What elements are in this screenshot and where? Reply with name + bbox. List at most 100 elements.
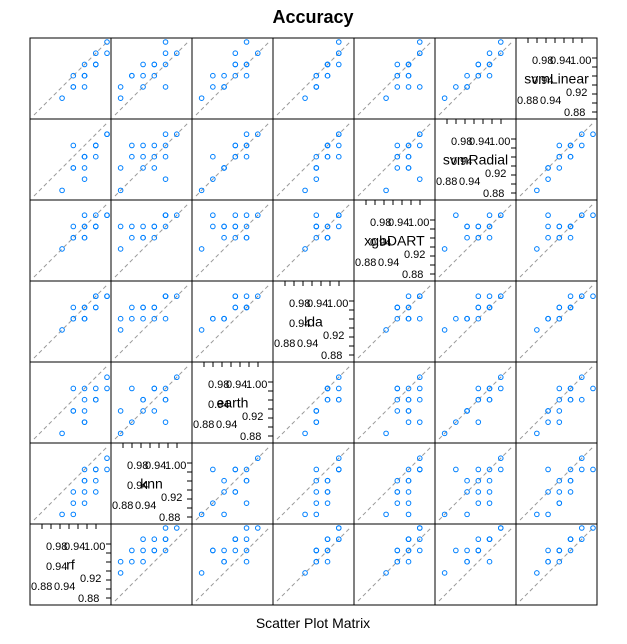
data-point: [313, 466, 320, 473]
data-point: [117, 95, 124, 101]
data-point: [486, 50, 493, 57]
data-point: [324, 558, 331, 565]
data-point: [556, 500, 563, 506]
panel-frame: [515, 523, 598, 606]
data-point: [464, 489, 470, 495]
reference-line: [114, 41, 189, 116]
data-point: [70, 315, 77, 322]
data-point: [151, 72, 158, 79]
panel-6-4: [353, 523, 436, 606]
reference-line: [276, 365, 351, 440]
data-point: [313, 165, 320, 171]
data-point: [221, 84, 227, 90]
tick-label: 0.94: [388, 217, 409, 229]
data-point: [405, 61, 412, 68]
data-point: [59, 95, 65, 101]
reference-line: [276, 446, 351, 521]
data-point: [151, 142, 158, 149]
data-point: [70, 304, 77, 311]
data-point: [567, 385, 574, 392]
data-point: [151, 153, 158, 160]
data-point: [441, 95, 448, 101]
data-point: [117, 558, 124, 565]
data-point: [59, 327, 65, 333]
data-point: [394, 84, 401, 90]
data-point: [221, 558, 227, 565]
data-point: [162, 153, 169, 160]
data-point: [324, 396, 331, 403]
data-point: [129, 304, 135, 311]
data-point: [464, 234, 470, 241]
reference-line: [519, 284, 594, 359]
data-point: [324, 536, 331, 543]
data-point: [545, 511, 551, 518]
data-point: [416, 176, 423, 182]
data-point: [324, 547, 331, 554]
data-point: [394, 61, 401, 68]
tick-label: 0.88: [355, 257, 376, 269]
tick-label: 0.98: [46, 541, 67, 553]
data-point: [313, 408, 320, 414]
data-point: [129, 234, 135, 241]
reference-line: [357, 122, 432, 197]
panel-5-2: [191, 442, 274, 525]
data-point: [324, 223, 331, 230]
data-point: [129, 72, 135, 79]
data-point: [453, 315, 459, 322]
data-point: [243, 234, 250, 241]
data-point: [567, 466, 574, 473]
data-point: [416, 396, 423, 403]
panel-1-1: [110, 118, 193, 201]
data-point: [567, 142, 574, 149]
data-point: [578, 212, 585, 219]
data-point: [335, 223, 342, 230]
data-point: [254, 131, 261, 138]
data-point: [162, 84, 169, 90]
data-point: [117, 84, 124, 90]
data-point: [405, 396, 412, 403]
data-point: [117, 430, 124, 437]
data-point: [464, 511, 470, 518]
data-point: [324, 500, 331, 506]
reference-line: [195, 122, 270, 197]
panel-3-2: [191, 280, 274, 363]
reference-line: [33, 284, 108, 359]
data-point: [162, 50, 169, 57]
data-point: [416, 142, 423, 149]
data-point: [335, 466, 342, 473]
data-point: [313, 489, 320, 495]
data-point: [324, 153, 331, 160]
tick-label: 0.94: [469, 136, 490, 148]
variable-label-xgbDART: xgbDART: [364, 233, 425, 249]
data-point: [81, 165, 88, 171]
data-point: [556, 396, 563, 403]
data-point: [221, 315, 227, 322]
data-point: [92, 385, 99, 392]
variable-label-svmLinear: svmLinear: [524, 71, 589, 87]
tick-label: 0.92: [323, 330, 344, 342]
tick-label: 0.98: [370, 217, 391, 229]
data-point: [556, 304, 563, 311]
data-point: [475, 234, 482, 241]
x-axis-label: Scatter Plot Matrix: [256, 615, 370, 631]
panel-6-5: [434, 523, 517, 606]
data-point: [70, 142, 77, 149]
panel-3-4: [353, 280, 436, 363]
data-point: [405, 536, 412, 543]
data-point: [151, 61, 158, 68]
data-point: [394, 408, 401, 414]
data-point: [545, 558, 551, 565]
data-point: [545, 212, 551, 219]
data-point: [117, 223, 124, 230]
data-point: [545, 489, 551, 495]
panel-4-0: [29, 361, 112, 444]
tick-label: 0.92: [404, 249, 425, 261]
data-point: [59, 430, 65, 437]
tick-label: 1.00: [165, 460, 186, 472]
data-point: [151, 315, 158, 322]
panel-5-0: [29, 442, 112, 525]
tick-label: 0.94: [451, 156, 472, 168]
data-point: [335, 525, 342, 531]
